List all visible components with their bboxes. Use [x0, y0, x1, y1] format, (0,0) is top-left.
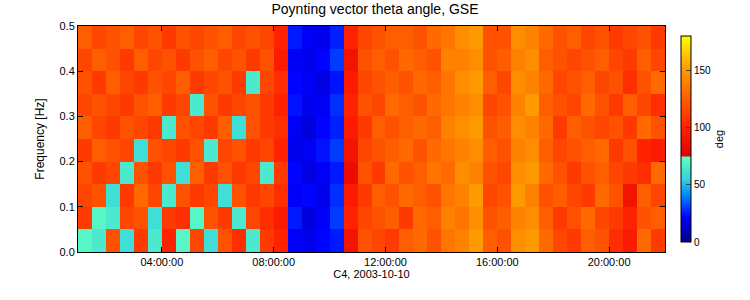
svg-text:C4, 2003-10-10: C4, 2003-10-10 — [333, 268, 409, 280]
svg-text:0: 0 — [694, 237, 700, 248]
svg-text:20:00:00: 20:00:00 — [588, 256, 631, 268]
svg-text:0.0: 0.0 — [60, 246, 75, 258]
svg-text:150: 150 — [694, 65, 711, 76]
svg-text:100: 100 — [694, 122, 711, 133]
svg-text:0.4: 0.4 — [60, 65, 75, 77]
svg-text:0.2: 0.2 — [60, 155, 75, 167]
svg-text:0.1: 0.1 — [60, 201, 75, 213]
svg-text:0.5: 0.5 — [60, 20, 75, 32]
svg-text:Frequency [Hz]: Frequency [Hz] — [33, 98, 47, 179]
svg-text:16:00:00: 16:00:00 — [476, 256, 519, 268]
svg-text:0.3: 0.3 — [60, 110, 75, 122]
svg-text:deg: deg — [713, 130, 725, 148]
svg-text:50: 50 — [694, 179, 706, 190]
svg-text:Poynting vector theta angle, G: Poynting vector theta angle, GSE — [271, 1, 478, 17]
svg-text:04:00:00: 04:00:00 — [140, 256, 183, 268]
svg-text:08:00:00: 08:00:00 — [252, 256, 295, 268]
svg-text:12:00:00: 12:00:00 — [364, 256, 407, 268]
